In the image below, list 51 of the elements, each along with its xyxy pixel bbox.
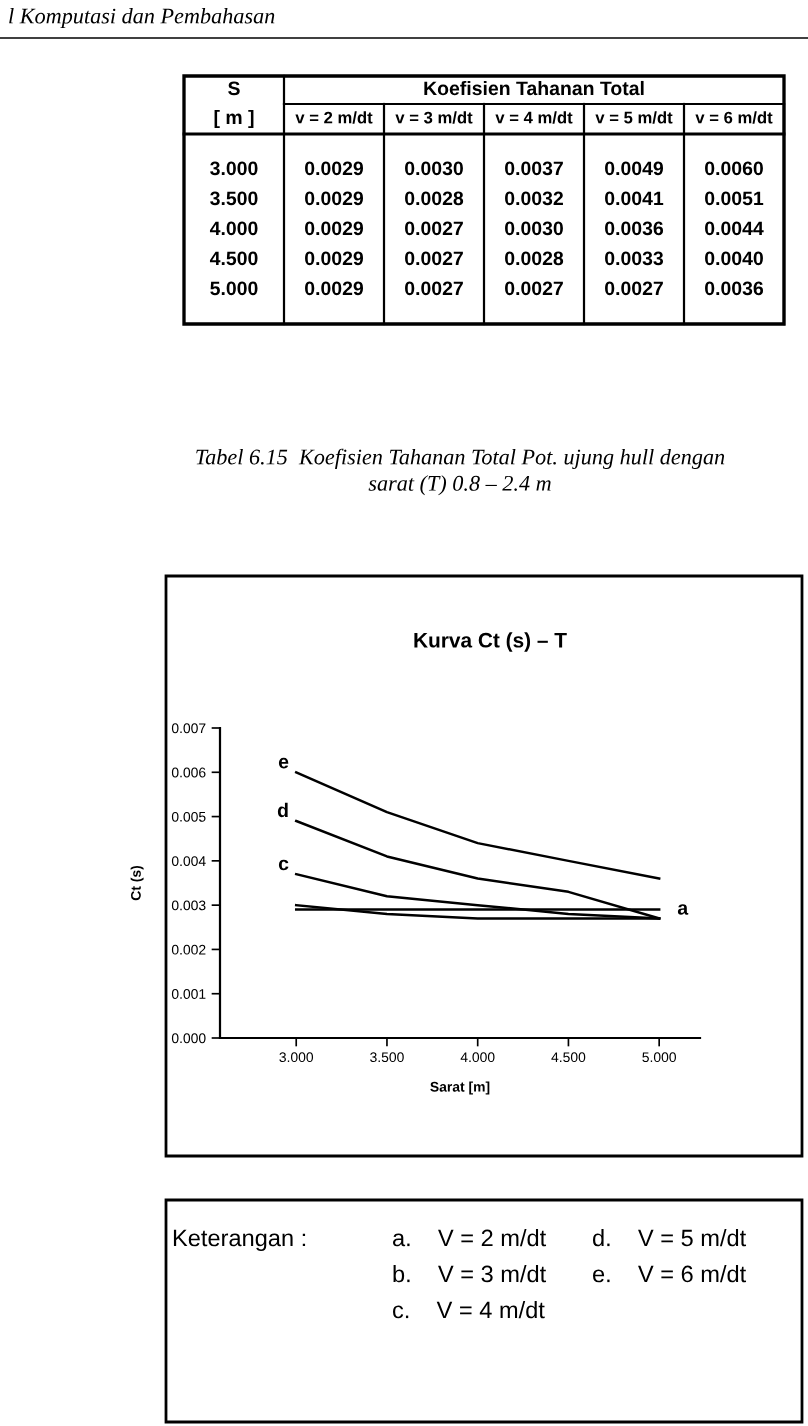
- text: 0.0027: [405, 251, 463, 266]
- text: c. V = 4 m/dt: [393, 1300, 545, 1319]
- text: S: [228, 81, 240, 96]
- text: 0.0041: [605, 191, 664, 206]
- text: 0.0060: [705, 161, 763, 176]
- text: 4.000: [209, 221, 258, 236]
- series-label: c: [278, 859, 289, 871]
- text: 0.0029: [305, 161, 364, 176]
- text: 4.500: [209, 251, 258, 266]
- text: [ m ]: [214, 109, 254, 129]
- text: 0.0033: [605, 251, 664, 266]
- text: v = 3 m/dt: [395, 111, 473, 124]
- text: 0.0037: [505, 161, 563, 176]
- text: 0.0029: [305, 251, 364, 266]
- text: v = 2 m/dt: [295, 111, 373, 124]
- text: 0.0027: [505, 281, 563, 296]
- text: 0.0029: [305, 221, 364, 236]
- text: 0.0040: [705, 251, 763, 266]
- text: v = 5 m/dt: [595, 111, 673, 124]
- text: Tabel 6.15 Koefisien Tahanan Total Pot. ujung hull dengan sarat (T) 0.8 – 2.4 m: [196, 448, 725, 496]
- text: Koefisien Tahanan Total: [424, 80, 644, 96]
- text: e. V = 6 m/dt: [593, 1264, 747, 1283]
- series-label: e: [278, 757, 289, 769]
- text: 0.0027: [405, 221, 463, 236]
- series-label: a: [677, 904, 689, 915]
- text: 0.0049: [605, 161, 664, 176]
- text: 3.000: [210, 161, 258, 176]
- text: b. V = 3 m/dt: [393, 1264, 547, 1283]
- text: 0.0044: [705, 221, 764, 236]
- text: 0.0030: [505, 221, 563, 236]
- text: 0.0030: [405, 161, 463, 176]
- text: 0.0027: [405, 281, 463, 296]
- chart-title: Kurva Ct (s) – T: [414, 632, 567, 652]
- text: d. V = 5 m/dt: [592, 1228, 747, 1247]
- text: 0.0027: [605, 281, 663, 296]
- text: 0.0036: [605, 221, 664, 236]
- text: v = 4 m/dt: [495, 111, 573, 124]
- text: v = 6 m/dt: [695, 111, 773, 124]
- text: 0.0029: [305, 281, 364, 296]
- text: 0.0032: [505, 191, 563, 206]
- series-label: d: [277, 802, 288, 818]
- text: 0.0036: [705, 281, 764, 296]
- text: l Komputasi dan Pembahasan: [9, 7, 275, 29]
- text: 0.0028: [505, 251, 564, 266]
- text: 5.000: [210, 281, 258, 296]
- text: 0.0028: [405, 191, 464, 206]
- text: 0.0051: [705, 191, 764, 206]
- text: Keterangan :: [173, 1229, 306, 1252]
- text: 3.500: [210, 191, 258, 206]
- text: a. V = 2 m/dt: [393, 1228, 547, 1247]
- text: 0.0029: [305, 191, 364, 206]
